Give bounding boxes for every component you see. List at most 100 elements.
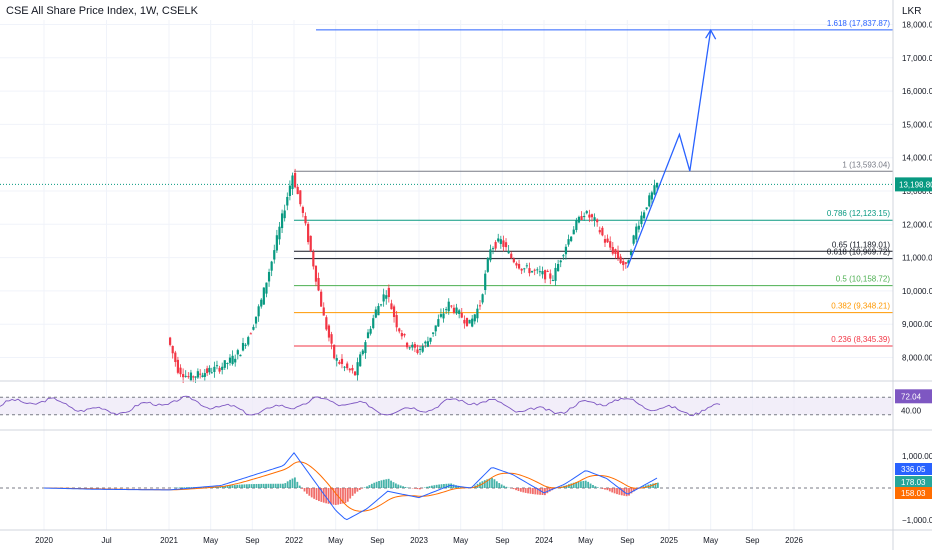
macd-histogram-bar xyxy=(265,483,267,488)
candle-body xyxy=(624,262,627,264)
macd-histogram-bar xyxy=(534,488,537,495)
candle-body xyxy=(583,215,586,218)
macd-signal-line xyxy=(44,461,658,512)
last-price-label: 13,198.80 xyxy=(899,180,932,189)
macd-histogram-bar xyxy=(368,485,371,488)
time-tick-label: Sep xyxy=(745,536,760,545)
candle-body xyxy=(530,271,534,273)
macd-histogram-bar xyxy=(306,488,308,494)
price-tick-label: 13,000.00 xyxy=(902,187,932,196)
candle-body xyxy=(244,344,247,346)
macd-histogram-bar xyxy=(356,488,359,492)
macd-histogram-bar xyxy=(606,488,609,491)
price-tick-label: 8,000.00 xyxy=(902,354,932,363)
candle-body xyxy=(260,299,263,307)
macd-histogram-bar xyxy=(642,486,645,488)
candle-body xyxy=(213,366,216,372)
macd-histogram-bar xyxy=(572,482,575,488)
macd-histogram-bar xyxy=(181,487,183,488)
price-series xyxy=(169,168,659,384)
macd-histogram-bar xyxy=(402,486,404,488)
rsi-tick-label: 40.00 xyxy=(901,406,922,415)
candle-body xyxy=(241,342,245,351)
macd-histogram-bar xyxy=(414,488,416,489)
price-tick-label: 14,000.00 xyxy=(902,154,932,163)
price-tick-label: 10,000.00 xyxy=(902,287,932,296)
fib-label: 1.618 (17,837.87) xyxy=(827,19,890,28)
macd-histogram-bar xyxy=(656,482,659,488)
candle-body xyxy=(395,315,398,328)
candle-body xyxy=(590,214,594,218)
candle-body xyxy=(525,265,528,267)
candle-body xyxy=(437,319,440,327)
macd-histogram-bar xyxy=(483,480,486,488)
macd-histogram-bar xyxy=(342,488,344,504)
time-tick-label: May xyxy=(453,536,468,545)
candle-body xyxy=(372,318,375,329)
macd-histogram-bar xyxy=(382,479,385,488)
candle-body xyxy=(174,352,177,363)
macd-histogram-bar xyxy=(575,482,578,488)
projection-path xyxy=(626,28,717,268)
candle-body xyxy=(504,242,508,248)
macd-histogram-bar xyxy=(570,483,573,488)
macd-histogram-bar xyxy=(519,488,522,492)
macd-histogram-bar xyxy=(440,484,443,488)
candle-body xyxy=(546,270,549,272)
candle-body xyxy=(481,294,484,303)
candle-body xyxy=(387,287,390,298)
candle-body xyxy=(601,227,604,236)
candle-body xyxy=(629,251,633,256)
candle-body xyxy=(452,307,456,313)
macd-histogram-bar xyxy=(394,483,397,488)
candle-body xyxy=(312,251,315,267)
candle-body xyxy=(283,210,286,219)
candle-body xyxy=(249,333,252,335)
macd-histogram-bar xyxy=(419,488,421,490)
macd-histogram-bar xyxy=(517,488,520,492)
candle-body xyxy=(585,211,588,214)
macd-line xyxy=(43,451,658,521)
candle-body xyxy=(179,367,182,375)
macd-histogram-bar xyxy=(354,488,356,494)
macd-histogram-bar xyxy=(281,483,284,488)
candle-body xyxy=(299,190,302,205)
candle-body xyxy=(455,307,458,314)
macd-histogram-bar xyxy=(522,488,525,493)
macd-histogram-bar xyxy=(221,486,224,488)
macd-histogram-bar xyxy=(546,488,549,494)
macd-histogram-bar xyxy=(260,483,263,488)
macd-histogram-bar xyxy=(438,484,441,488)
candle-body xyxy=(364,342,367,354)
macd-histogram-bar xyxy=(277,483,279,488)
macd-tick-label: −1,000.00 xyxy=(902,516,932,525)
time-tick-label: May xyxy=(578,536,593,545)
macd-histogram-bar xyxy=(363,487,366,488)
macd-histogram-bar xyxy=(257,483,260,488)
candle-body xyxy=(544,270,547,280)
rsi-value-label: 72.04 xyxy=(901,392,922,401)
projection-arrowhead xyxy=(705,28,717,40)
time-tick-label: 2025 xyxy=(660,536,678,545)
macd-histogram-bar xyxy=(313,488,316,499)
candle-body xyxy=(523,268,526,270)
macd-histogram-bar xyxy=(505,486,508,488)
candle-body xyxy=(632,235,635,244)
candle-body xyxy=(426,341,430,347)
candle-body xyxy=(194,376,197,378)
macd-histogram-bar xyxy=(241,484,243,488)
candle-body xyxy=(460,313,463,318)
candle-body xyxy=(392,306,396,317)
candle-body xyxy=(520,268,523,271)
candle-body xyxy=(515,263,518,266)
candle-body xyxy=(408,347,411,349)
candle-body xyxy=(335,358,338,361)
candle-body xyxy=(169,337,172,345)
macd-histogram-bar xyxy=(433,485,436,488)
candle-body xyxy=(572,229,575,235)
macd-tick-label: 1,000.00 xyxy=(902,452,932,461)
macd-histogram-bar xyxy=(548,488,551,492)
candle-body xyxy=(622,261,625,266)
candle-body xyxy=(405,342,409,348)
